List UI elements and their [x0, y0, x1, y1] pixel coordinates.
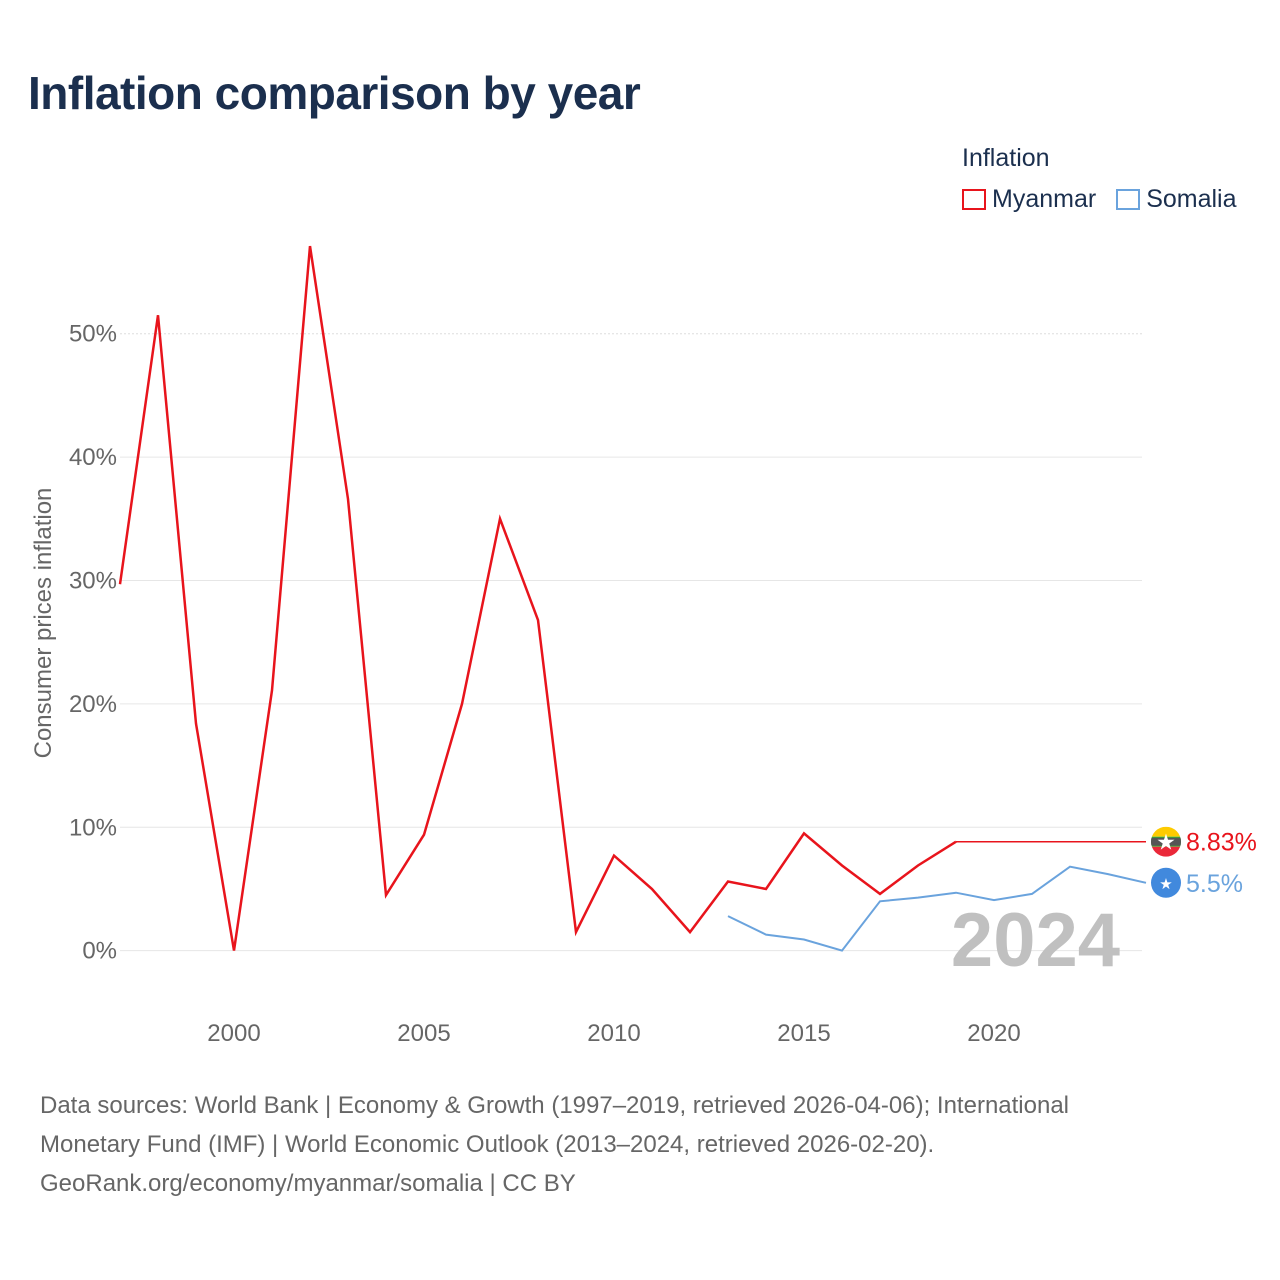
y-tick-label-50: 50% — [69, 321, 117, 348]
legend-label-myanmar: Myanmar — [992, 185, 1097, 213]
series-lines — [118, 245, 1147, 952]
year-watermark: 2024 — [951, 898, 1120, 983]
x-tick-label-2010: 2010 — [587, 1020, 640, 1047]
legend-swatch-myanmar — [962, 189, 986, 210]
legend: Inflation Myanmar Somalia — [962, 144, 1237, 214]
legend-item-myanmar[interactable]: Myanmar — [962, 185, 1096, 214]
footer-sources-line1: Data sources: World Bank | Economy & Gro… — [40, 1092, 1070, 1119]
legend-swatch-somalia — [1116, 189, 1141, 210]
line-chart: 0% 10% 20% 30% 40% 50% 2000 2005 2010 2015 2020 C… — [30, 245, 1257, 1047]
y-tick-label-30: 30% — [69, 567, 117, 594]
x-tick-label-2005: 2005 — [397, 1020, 450, 1047]
chart-title: Inflation comparison by year — [28, 67, 641, 119]
x-tick-label-2020: 2020 — [967, 1020, 1020, 1047]
flag-marker-myanmar: ★ — [1151, 826, 1181, 857]
y-tick-label-10: 10% — [69, 814, 117, 841]
end-value-label-myanmar: 8.83% — [1186, 829, 1257, 857]
series-line-somalia — [727, 865, 1147, 952]
x-tick-label-2015: 2015 — [777, 1020, 830, 1047]
y-tick-label-20: 20% — [69, 691, 117, 718]
footer-sources-line2: Monetary Fund (IMF) | World Economic Out… — [40, 1131, 935, 1158]
star-icon: ★ — [1156, 831, 1176, 856]
end-value-label-somalia: 5.5% — [1186, 870, 1243, 898]
y-axis-ticks: 0% 10% 20% 30% 40% 50% — [69, 321, 117, 965]
x-tick-label-2000: 2000 — [207, 1020, 260, 1047]
y-tick-label-40: 40% — [69, 444, 117, 471]
y-tick-label-0: 0% — [82, 938, 117, 965]
y-axis-label: Consumer prices inflation — [30, 488, 57, 759]
flag-marker-somalia: ★ — [1151, 867, 1181, 898]
legend-label-somalia: Somalia — [1146, 185, 1237, 213]
footer-attribution[interactable]: GeoRank.org/economy/myanmar/somalia | CC… — [40, 1170, 576, 1197]
legend-title: Inflation — [962, 144, 1050, 172]
x-axis-ticks: 2000 2005 2010 2015 2020 — [207, 1020, 1020, 1047]
end-markers: ★ 8.83% ★ 5.5% — [1151, 826, 1257, 898]
footer: Data sources: World Bank | Economy & Gro… — [40, 1086, 1240, 1203]
series-line-myanmar — [118, 245, 957, 951]
grid-lines — [120, 333, 1142, 952]
star-icon: ★ — [1159, 875, 1172, 893]
legend-items: Myanmar Somalia — [962, 185, 1237, 214]
legend-item-somalia[interactable]: Somalia — [1116, 185, 1237, 214]
